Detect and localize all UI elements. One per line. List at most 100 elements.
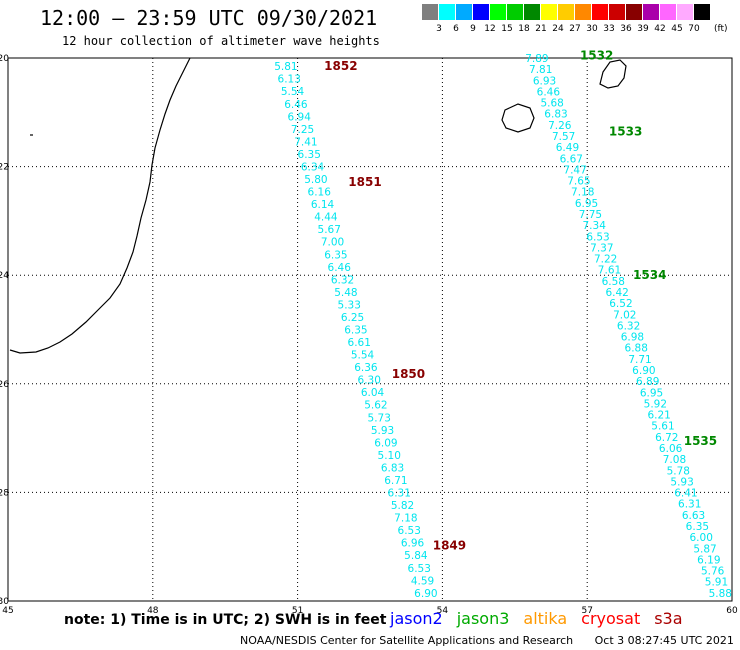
wave-height-value: 6.72 (655, 432, 678, 444)
footer: NOAA/NESDIS Center for Satellite Applica… (240, 634, 734, 647)
wave-height-value: 5.91 (705, 577, 728, 589)
wave-height-value: 6.32 (331, 274, 354, 286)
wave-height-value: 6.31 (388, 488, 411, 500)
legend-swatch (575, 4, 591, 20)
wave-height-value: 7.08 (663, 454, 686, 466)
legend-label: 9 (470, 24, 476, 34)
wave-height-value: 6.19 (697, 554, 720, 566)
wave-height-value: 7.57 (552, 131, 575, 143)
wave-height-value: 6.35 (344, 325, 367, 337)
lon-tick-label: 54 (437, 606, 449, 616)
coastlines (9, 57, 627, 354)
wave-height-value: 7.02 (613, 309, 636, 321)
legend-label: 42 (654, 24, 666, 34)
legend-label: 24 (552, 24, 564, 34)
wave-height-value: 6.35 (686, 521, 709, 533)
legend-label: 21 (535, 24, 547, 34)
legend-swatch (439, 4, 455, 20)
wave-height-value: 7.47 (563, 164, 586, 176)
map-gridlines (8, 58, 732, 601)
wave-height-value: 6.25 (341, 312, 364, 324)
wave-height-value: 5.82 (391, 500, 414, 512)
legend-swatch (541, 4, 557, 20)
legend-swatch (422, 4, 438, 20)
wave-height-value: 6.46 (537, 86, 561, 98)
wave-height-value: 5.92 (644, 398, 667, 410)
note-text: note: 1) Time is in UTC; 2) SWH is in fe… (64, 612, 387, 628)
legend-unit: (ft) (714, 24, 728, 34)
track-time-label: 1533 (609, 124, 642, 138)
wave-height-value: 6.30 (358, 375, 381, 387)
wave-height-value: 7.25 (291, 124, 314, 136)
wave-height-value: 6.94 (288, 111, 312, 123)
wave-height-value: 7.37 (590, 242, 613, 254)
wave-height-value: 6.35 (298, 149, 321, 161)
legend-swatch (490, 4, 506, 20)
lon-tick-label: 48 (147, 606, 159, 616)
legend-label: 6 (453, 24, 459, 34)
wave-height-value: 6.98 (621, 332, 644, 344)
wave-height-value: 6.41 (674, 488, 697, 500)
wave-height-value: 7.65 (567, 176, 590, 188)
lat-tick-label: -22 (0, 163, 9, 173)
page-title: 12:00 – 23:59 UTC 09/30/2021 (40, 6, 378, 30)
wave-height-value: 5.93 (371, 425, 394, 437)
wave-height-value: 7.71 (628, 354, 651, 366)
reunion-island (501, 103, 535, 133)
wave-height-value: 6.95 (640, 387, 663, 399)
wave-height-value: 5.62 (364, 400, 387, 412)
wave-height-value: 5.87 (693, 543, 716, 555)
wave-height-value: 6.34 (301, 161, 325, 173)
wave-height-value: 5.78 (667, 465, 690, 477)
track-time-label: 1850 (392, 367, 425, 381)
track-time-label: 1534 (633, 268, 666, 282)
legend-label: 30 (586, 24, 598, 34)
wave-height-value: 6.71 (384, 475, 407, 487)
legend-label: 18 (518, 24, 530, 34)
wave-height-value: 7.61 (598, 265, 621, 277)
wave-height-value: 7.18 (394, 513, 417, 525)
legend-label: 45 (671, 24, 683, 34)
lon-tick-label: 60 (726, 606, 738, 616)
footer-timestamp: Oct 3 08:27:45 UTC 2021 (594, 634, 734, 647)
legend-label: 3 (436, 24, 442, 34)
wave-height-value: 5.54 (281, 86, 305, 98)
legend-label: 36 (620, 24, 632, 34)
wave-height-value: 6.53 (586, 231, 609, 243)
madagascar-coast (9, 57, 191, 354)
wave-height-value: 6.16 (308, 187, 332, 199)
wave-height-value: 6.46 (284, 99, 308, 111)
wave-height-value: 5.61 (651, 421, 674, 433)
wave-height-value: 7.81 (529, 64, 552, 76)
track-time-label: 1852 (324, 59, 357, 73)
satellite-name: s3a (654, 609, 683, 628)
wave-height-value: 4.59 (411, 575, 434, 587)
legend-swatch (592, 4, 608, 20)
wave-height-value: 7.00 (321, 237, 344, 249)
wave-height-value: 7.26 (548, 120, 572, 132)
wave-height-value: 6.90 (632, 365, 655, 377)
legend-swatch (507, 4, 523, 20)
wave-height-value: 7.89 (525, 53, 548, 65)
wave-height-value: 7.34 (583, 220, 607, 232)
wave-height-value: 6.13 (278, 74, 301, 86)
wave-height-value: 6.96 (401, 538, 425, 550)
wave-height-value: 6.52 (609, 298, 632, 310)
wave-height-value: 5.48 (334, 287, 357, 299)
wave-height-value: 5.68 (540, 98, 563, 110)
lat-tick-label: -26 (0, 380, 9, 390)
wave-height-value: 6.42 (605, 287, 628, 299)
wave-height-value: 6.35 (324, 249, 347, 261)
wave-height-value: 7.18 (571, 187, 594, 199)
wave-height-value: 6.49 (556, 142, 579, 154)
legend-swatch (473, 4, 489, 20)
wave-height-value: 6.06 (659, 443, 683, 455)
satellite-name: altika (523, 609, 568, 628)
wave-height-value: 6.89 (636, 376, 659, 388)
wave-height-value: 5.67 (318, 224, 341, 236)
wave-height-value: 6.53 (398, 525, 421, 537)
wave-height-value: 6.90 (414, 588, 437, 600)
legend-swatch (524, 4, 540, 20)
track-time-label: 1535 (684, 434, 717, 448)
